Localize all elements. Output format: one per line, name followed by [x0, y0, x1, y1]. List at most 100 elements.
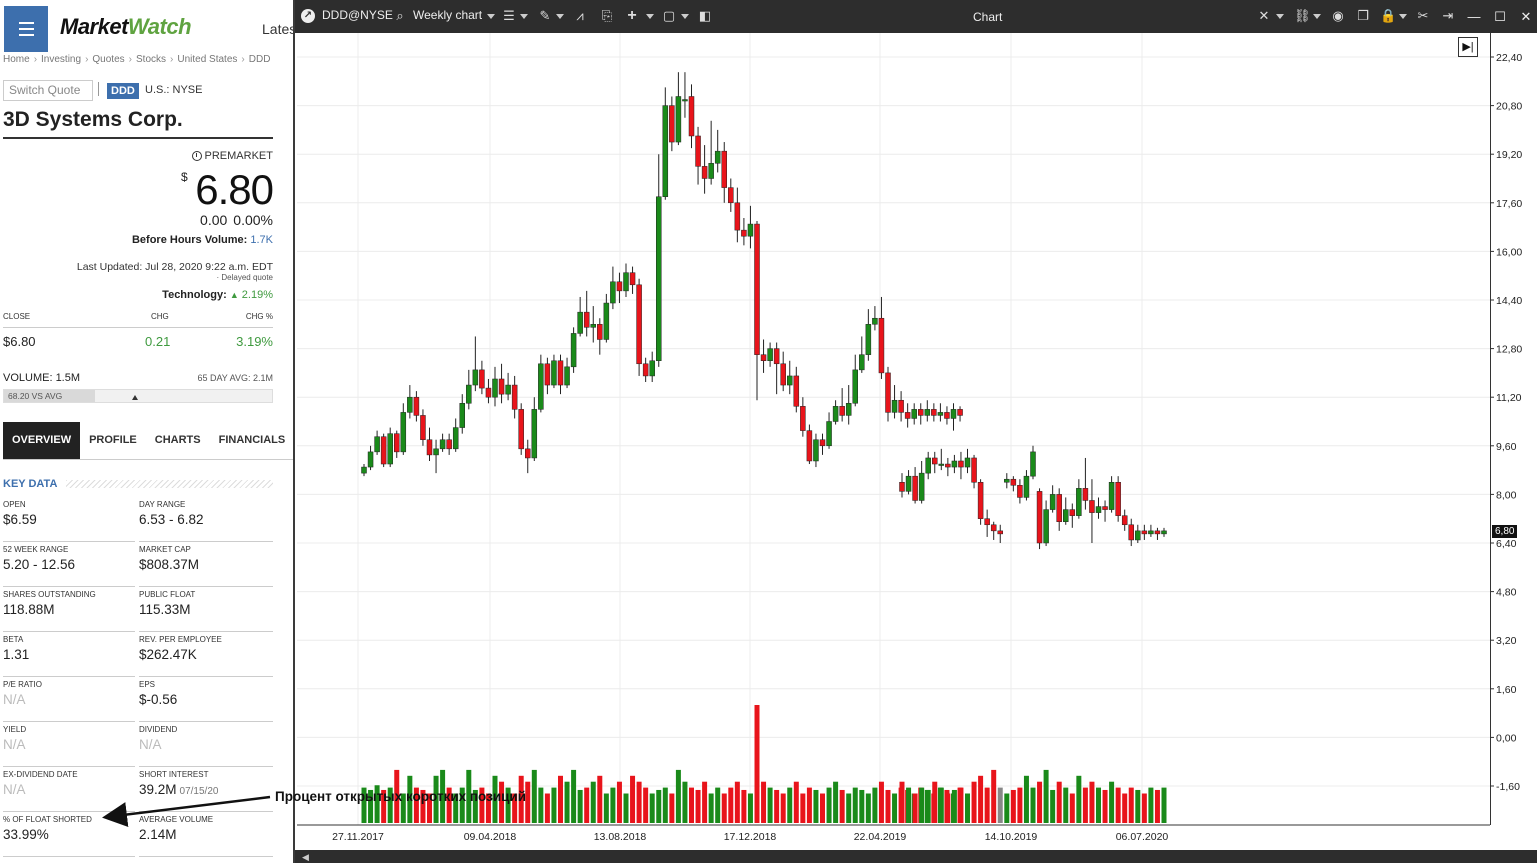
key-data-label: YIELD	[3, 725, 27, 734]
volume-bar	[793, 781, 799, 823]
candle-body	[1082, 488, 1089, 501]
layout-icon[interactable]: ▢	[662, 8, 676, 23]
indicators-icon[interactable]: ⩘	[576, 8, 584, 23]
candle-body	[564, 366, 570, 386]
key-data-grid: OPEN $6.59 DAY RANGE 6.53 - 6.82 52 WEEK RAN…	[3, 497, 273, 857]
candle-body	[557, 360, 564, 386]
x-tick-label: 22.04.2019	[854, 831, 907, 843]
settings-icon[interactable]: ✂	[1417, 8, 1429, 23]
avg-volume-label: 65 DAY AVG: 2.1M	[197, 373, 273, 383]
volume-bar	[682, 781, 688, 823]
compare-icon[interactable]: ◧	[698, 8, 712, 23]
change-percent: 0.00%	[233, 212, 273, 228]
avg-marker-icon	[132, 395, 138, 400]
volume-bar	[1096, 787, 1101, 823]
chevron-down-icon[interactable]	[646, 14, 654, 19]
scroll-left-icon[interactable]: ◀	[302, 852, 309, 862]
tab-profile[interactable]: PROFILE	[89, 434, 137, 446]
key-data-value: 2.14M	[139, 827, 177, 842]
minimize-icon[interactable]: —	[1467, 9, 1481, 24]
breadcrumb-item[interactable]: Investing	[41, 54, 82, 65]
template-icon[interactable]: ⎘	[601, 8, 613, 23]
volume-bar	[1010, 789, 1016, 823]
candle-body	[918, 472, 925, 501]
candle-body	[951, 460, 958, 468]
key-data-label: 52 WEEK RANGE	[3, 545, 69, 554]
hamburger-menu-icon[interactable]	[4, 6, 48, 52]
volume-bar	[374, 785, 380, 823]
chevron-down-icon[interactable]	[487, 14, 495, 19]
symbol-label[interactable]: DDD@NYSE	[322, 8, 393, 22]
link-icon[interactable]: ⛓	[1294, 8, 1311, 23]
key-data-value: 118.88M	[3, 602, 55, 617]
candle-body	[924, 409, 931, 416]
close-icon[interactable]: ✕	[1520, 9, 1532, 24]
key-data-value: $262.47K	[139, 647, 197, 662]
candle-body	[997, 530, 1003, 535]
volume-bar	[1141, 793, 1147, 823]
chevron-down-icon[interactable]	[1313, 14, 1321, 19]
candle-body	[1161, 530, 1167, 535]
crosshair-icon[interactable]: +	[627, 7, 637, 24]
breadcrumb-item[interactable]: DDD	[248, 54, 271, 65]
volume-bar	[971, 781, 977, 823]
volume-bar	[780, 793, 786, 823]
volume-bar	[695, 789, 701, 823]
volume-bar	[499, 781, 505, 823]
chevron-down-icon[interactable]	[1399, 14, 1407, 19]
latest-news-link[interactable]: Lates	[262, 21, 297, 37]
breadcrumb-item[interactable]: Home	[3, 54, 30, 65]
close-row-labels: CLOSE CHG CHG %	[3, 312, 273, 328]
candle-body	[728, 187, 734, 204]
cursor-icon[interactable]: ✕	[1258, 8, 1270, 23]
copy-icon[interactable]: ❐	[1357, 8, 1369, 23]
draw-pen-icon[interactable]: ✎	[539, 8, 551, 23]
y-tick-label: 22,40	[1496, 52, 1522, 64]
chart-plot-area[interactable]	[297, 33, 1490, 825]
chevron-right-icon: ›	[128, 54, 132, 65]
tab-overview[interactable]: OVERVIEW	[3, 422, 81, 459]
chevron-down-icon[interactable]	[520, 14, 528, 19]
chart-scrollbar[interactable]: ◀	[295, 850, 1537, 863]
skip-to-end-icon[interactable]: ▶|	[1458, 37, 1478, 57]
volume-bar	[892, 793, 898, 823]
sector-performance[interactable]: Technology: ▲ 2.19%	[162, 289, 273, 301]
candle-body	[420, 415, 426, 440]
volume-bar	[440, 769, 446, 823]
interval-selector[interactable]: Weekly chart	[413, 8, 483, 22]
candle-body	[380, 436, 387, 465]
window-title: Chart	[973, 10, 1003, 24]
key-data-value: 39.2M 07/15/20	[139, 782, 218, 797]
chevron-down-icon[interactable]	[1276, 14, 1284, 19]
key-data-cell: DAY RANGE 6.53 - 6.82	[139, 497, 273, 542]
breadcrumb-item[interactable]: Stocks	[136, 54, 167, 65]
lock-icon[interactable]: 🔒	[1380, 8, 1397, 23]
chevron-down-icon[interactable]	[681, 14, 689, 19]
volume-bar	[485, 793, 491, 823]
price-axis[interactable]	[1490, 33, 1537, 825]
divider	[3, 137, 273, 139]
key-data-label: OPEN	[3, 500, 26, 509]
breadcrumb-item[interactable]: United States	[177, 54, 238, 65]
camera-icon[interactable]: ◉	[1332, 8, 1344, 23]
key-data-cell: YIELD N/A	[3, 722, 135, 767]
volume-bar	[846, 793, 852, 823]
tab-financials[interactable]: FINANCIALS	[218, 434, 286, 446]
candle-body	[773, 348, 780, 365]
chart-type-icon[interactable]: ☰	[503, 8, 515, 23]
current-price: 6.80	[195, 166, 274, 213]
tab-charts[interactable]: CHARTS	[154, 434, 201, 446]
volume-bar	[505, 787, 511, 823]
candle-body	[1089, 500, 1095, 513]
key-data-value-text: $262.47K	[139, 647, 197, 662]
search-icon[interactable]: ⌕	[396, 8, 404, 23]
pin-icon[interactable]: ⇥	[1442, 8, 1454, 23]
marketwatch-logo[interactable]: MarketWatch	[60, 14, 192, 39]
breadcrumb-item[interactable]: Quotes	[92, 54, 125, 65]
volume-bar	[787, 787, 793, 823]
switch-quote-input[interactable]: Switch Quote	[3, 80, 93, 101]
exchange-label: U.S.: NYSE	[145, 84, 203, 96]
maximize-icon[interactable]: ☐	[1494, 9, 1506, 24]
chevron-down-icon[interactable]	[556, 14, 564, 19]
